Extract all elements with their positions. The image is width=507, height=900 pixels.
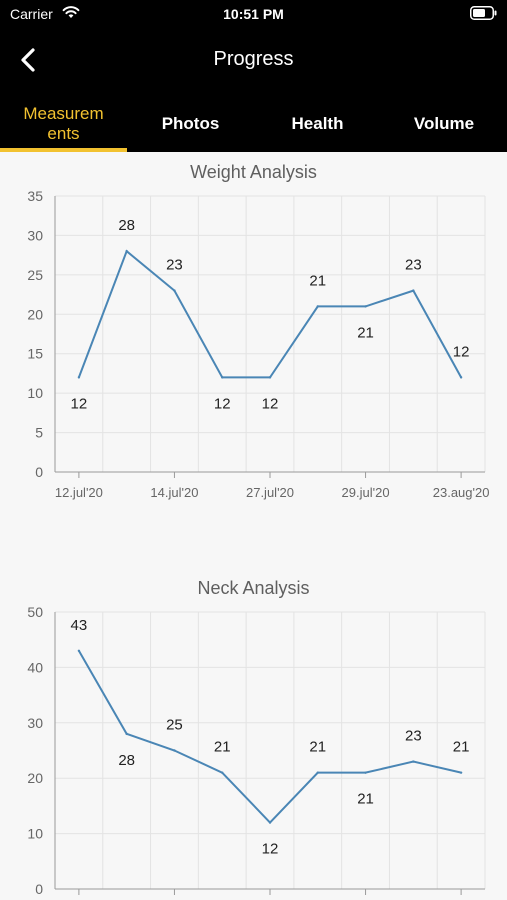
- data-point: [125, 732, 128, 736]
- y-tick-label: 30: [27, 227, 43, 243]
- data-point: [364, 305, 367, 308]
- data-point: [173, 749, 176, 752]
- data-label: 12: [262, 841, 279, 858]
- active-tab-indicator: [0, 148, 127, 152]
- weight-chart-plot: 0 5 10 15 20 25 30 35 12.jul'20 14.jul'20 27.jul'2…: [27, 188, 490, 500]
- data-label: 28: [118, 752, 135, 769]
- nav-bar: Progress: [0, 38, 507, 82]
- data-point: [77, 649, 81, 652]
- y-tick-label: 40: [27, 659, 43, 675]
- header: Carrier 10:51 PM Progress Measurem ents …: [0, 0, 507, 152]
- data-point: [125, 250, 128, 253]
- data-point: [364, 771, 367, 774]
- data-point: [77, 376, 81, 379]
- tab-bar: Measurem ents Photos Health Volume: [0, 96, 507, 152]
- status-bar: Carrier 10:51 PM: [0, 0, 507, 28]
- tab-photos[interactable]: Photos: [127, 96, 254, 152]
- page-title: Progress: [213, 48, 294, 70]
- data-label: 23: [405, 728, 422, 745]
- back-chevron-icon[interactable]: [16, 46, 40, 74]
- data-label: 23: [405, 257, 422, 274]
- y-tick-label: 50: [27, 604, 43, 620]
- neck-series-line: [78, 650, 462, 824]
- tab-health-label: Health: [291, 114, 344, 133]
- data-point: [412, 760, 415, 763]
- data-point: [459, 376, 463, 379]
- data-point: [459, 771, 463, 774]
- data-point: [412, 289, 415, 292]
- tab-measurements-label: Measurem ents: [23, 104, 104, 143]
- data-label: 12: [214, 395, 231, 412]
- data-label: 21: [309, 272, 326, 289]
- y-tick-label: 15: [27, 346, 43, 362]
- x-tick-label: 27.jul'20: [246, 485, 294, 500]
- y-tick-label: 0: [35, 881, 43, 897]
- tab-photos-label: Photos: [161, 114, 220, 133]
- y-tick-label: 10: [27, 385, 43, 401]
- tab-measurements[interactable]: Measurem ents: [0, 96, 127, 152]
- y-tick-label: 20: [27, 770, 43, 786]
- data-point: [173, 289, 176, 292]
- neck-chart: Neck Analysis 0 10 20 30 40 50 43 28 25 21 12 21 21 2…: [0, 568, 507, 900]
- data-point: [268, 821, 272, 824]
- weight-chart: Weight Analysis 0 5 10 15 20 25 30 35 12.jul'20 1…: [0, 152, 507, 512]
- y-tick-label: 10: [27, 826, 43, 842]
- data-label: 21: [214, 739, 231, 756]
- data-label: 21: [309, 739, 326, 756]
- wifi-icon: [62, 6, 80, 18]
- tab-health[interactable]: Health: [254, 96, 381, 152]
- weight-chart-title: Weight Analysis: [190, 162, 317, 182]
- y-tick-label: 25: [27, 267, 43, 283]
- x-tick-label: 29.jul'20: [342, 485, 390, 500]
- data-label: 28: [118, 217, 135, 234]
- tab-volume[interactable]: Volume: [381, 96, 507, 152]
- data-label: 25: [166, 717, 183, 734]
- tab-volume-label: Volume: [413, 114, 475, 133]
- data-label: 12: [453, 343, 470, 360]
- data-point: [268, 376, 272, 379]
- y-tick-label: 20: [27, 306, 43, 322]
- x-tick-label: 12.jul'20: [55, 485, 103, 500]
- data-label: 43: [71, 617, 88, 634]
- x-tick-label: 14.jul'20: [150, 485, 198, 500]
- data-label: 12: [262, 395, 279, 412]
- carrier-label: Carrier: [10, 6, 53, 22]
- y-tick-label: 5: [35, 425, 43, 441]
- neck-chart-title: Neck Analysis: [197, 578, 310, 598]
- battery-icon: [470, 6, 497, 20]
- data-label: 21: [357, 791, 374, 808]
- data-point: [221, 771, 224, 774]
- neck-chart-plot: 0 10 20 30 40 50 43 28 25 21 12 21 21 23 21: [27, 604, 486, 897]
- data-label: 21: [357, 324, 374, 341]
- y-tick-label: 0: [35, 464, 43, 480]
- y-tick-label: 35: [27, 188, 43, 204]
- data-point: [316, 305, 319, 308]
- data-label: 21: [453, 739, 470, 756]
- data-point: [221, 376, 224, 379]
- data-label: 12: [71, 395, 88, 412]
- data-point: [316, 771, 319, 774]
- y-tick-label: 30: [27, 715, 43, 731]
- x-tick-label: 23.aug'20: [433, 485, 490, 500]
- data-label: 23: [166, 257, 183, 274]
- status-time: 10:51 PM: [223, 6, 284, 22]
